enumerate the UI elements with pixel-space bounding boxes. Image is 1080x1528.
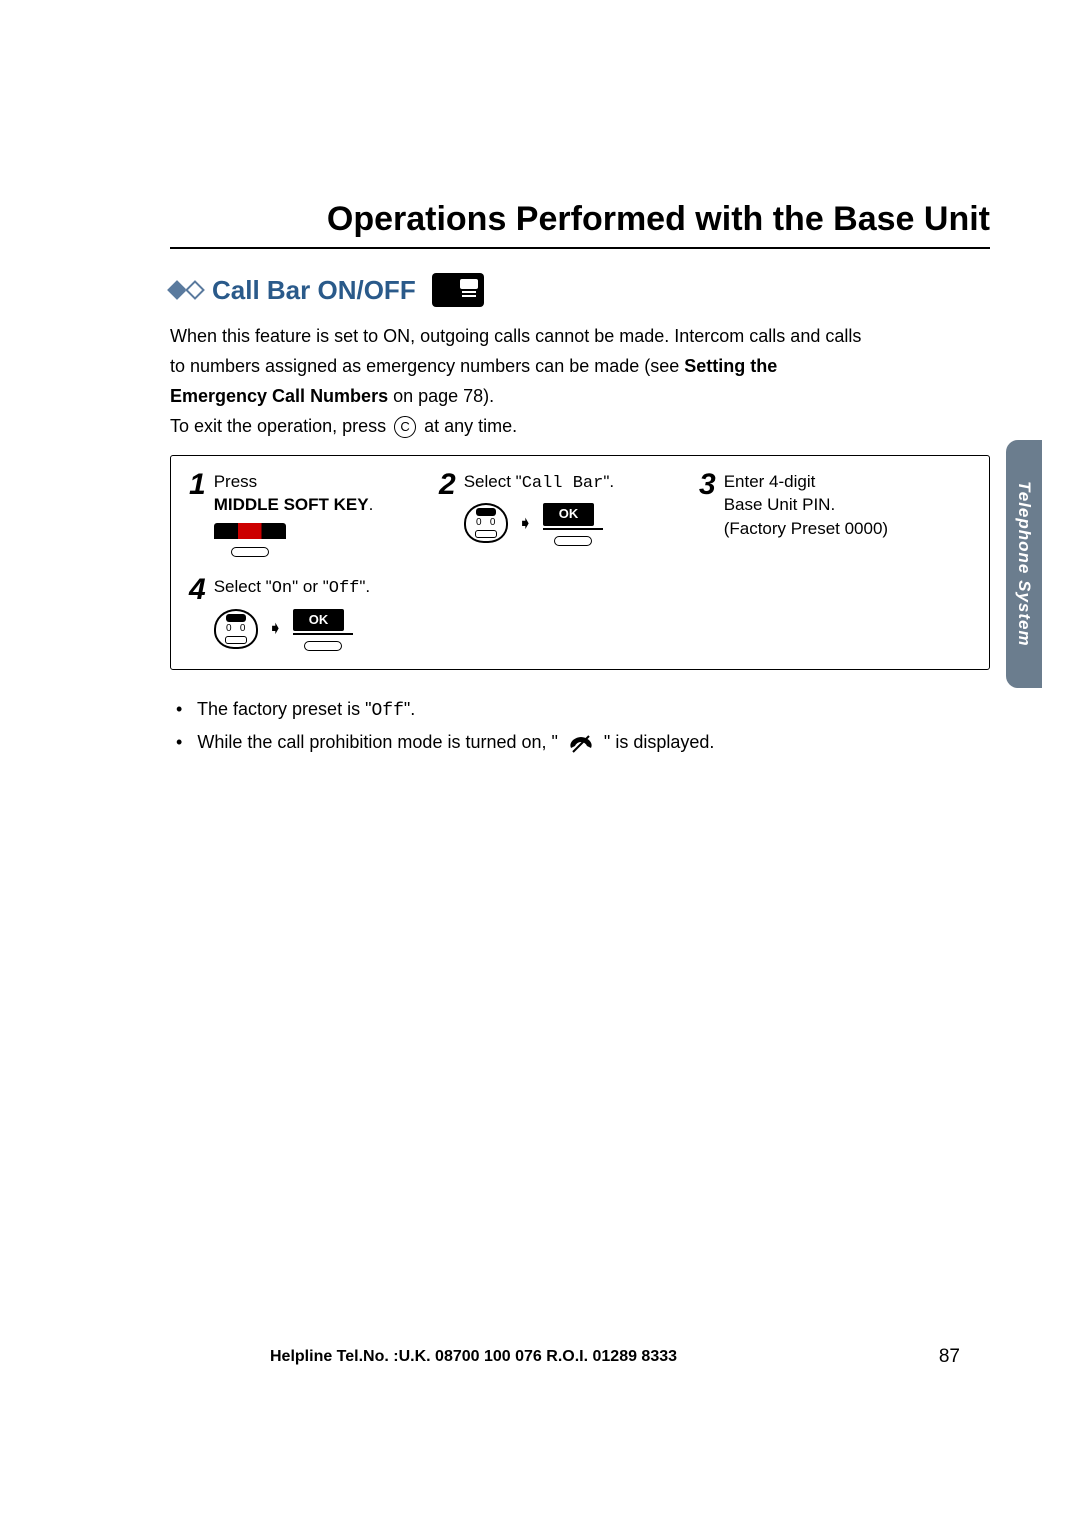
- step-2-text: Select "Call Bar".: [464, 470, 614, 496]
- section-header: Call Bar ON/OFF: [170, 273, 990, 307]
- step-3-line3: (Factory Preset 0000): [724, 517, 888, 541]
- step-3-content: Enter 4-digit Base Unit PIN. (Factory Pr…: [724, 470, 888, 541]
- ok-button-icon: OK: [293, 607, 353, 651]
- intro-text-2a: to numbers assigned as emergency numbers…: [170, 356, 684, 376]
- step-2-number: 2: [439, 470, 456, 500]
- bullet-2: While the call prohibition mode is turne…: [170, 727, 990, 758]
- call-barred-icon: [567, 733, 595, 753]
- step-3-line1: Enter 4-digit: [724, 470, 888, 494]
- step-4-content: Select "On" or "Off". 0 0 ➧ OK: [214, 575, 370, 651]
- step-4-text: Select "On" or "Off".: [214, 575, 370, 601]
- nav-pad-icon: 0 0: [464, 503, 508, 543]
- exit-text-2: at any time.: [419, 416, 517, 436]
- diamond-bullets-icon: [170, 283, 202, 297]
- bullet-1: The factory preset is "Off".: [170, 694, 990, 727]
- step-1-content: Press MIDDLE SOFT KEY.: [214, 470, 374, 562]
- step-2: 2 Select "Call Bar". 0 0 ➧ OK: [439, 470, 699, 562]
- steps-container: 1 Press MIDDLE SOFT KEY. 2 Select "Call …: [170, 455, 990, 671]
- nav-pad-icon: 0 0: [214, 609, 258, 649]
- step-3-number: 3: [699, 470, 716, 500]
- exit-text: To exit the operation, press C at any ti…: [170, 413, 990, 441]
- section-title: Call Bar ON/OFF: [212, 275, 416, 306]
- intro-bold-2: Emergency Call Numbers: [170, 386, 388, 406]
- step-3: 3 Enter 4-digit Base Unit PIN. (Factory …: [699, 470, 959, 562]
- step-1-icons: [214, 523, 374, 561]
- step-1-line2: MIDDLE SOFT KEY.: [214, 493, 374, 517]
- c-button-icon: C: [394, 416, 416, 438]
- step-1-number: 1: [189, 470, 206, 500]
- exit-text-1: To exit the operation, press: [170, 416, 391, 436]
- step-1-line1: Press: [214, 470, 374, 494]
- intro-bold-1: Setting the: [684, 356, 777, 376]
- side-tab-label: Telephone System: [1014, 481, 1034, 647]
- arrow-right-icon: ➧: [518, 511, 533, 536]
- step-3-line2: Base Unit PIN.: [724, 493, 888, 517]
- page-footer: Helpline Tel.No. :U.K. 08700 100 076 R.O…: [170, 1346, 990, 1368]
- base-unit-icon: [432, 273, 484, 307]
- step-4: 4 Select "On" or "Off". 0 0 ➧ OK: [189, 575, 971, 651]
- step-4-icons: 0 0 ➧ OK: [214, 607, 370, 651]
- step-4-number: 4: [189, 575, 206, 605]
- page-title: Operations Performed with the Base Unit: [170, 200, 990, 249]
- page-number: 87: [939, 1346, 960, 1368]
- intro-text-1: When this feature is set to ON, outgoing…: [170, 323, 990, 351]
- middle-soft-key-icon: [214, 523, 286, 561]
- bullet-list: The factory preset is "Off". While the c…: [170, 694, 990, 757]
- helpline-text: Helpline Tel.No. :U.K. 08700 100 076 R.O…: [270, 1348, 677, 1366]
- intro-text-3b: on page 78).: [388, 386, 494, 406]
- step-2-content: Select "Call Bar". 0 0 ➧ OK: [464, 470, 614, 546]
- arrow-right-icon: ➧: [268, 616, 283, 641]
- step-1: 1 Press MIDDLE SOFT KEY.: [189, 470, 439, 562]
- side-tab: Telephone System: [1006, 440, 1042, 688]
- intro-text-2: to numbers assigned as emergency numbers…: [170, 353, 990, 381]
- step-2-icons: 0 0 ➧ OK: [464, 501, 614, 545]
- intro-text-3: Emergency Call Numbers on page 78).: [170, 383, 990, 411]
- ok-button-icon: OK: [543, 501, 603, 545]
